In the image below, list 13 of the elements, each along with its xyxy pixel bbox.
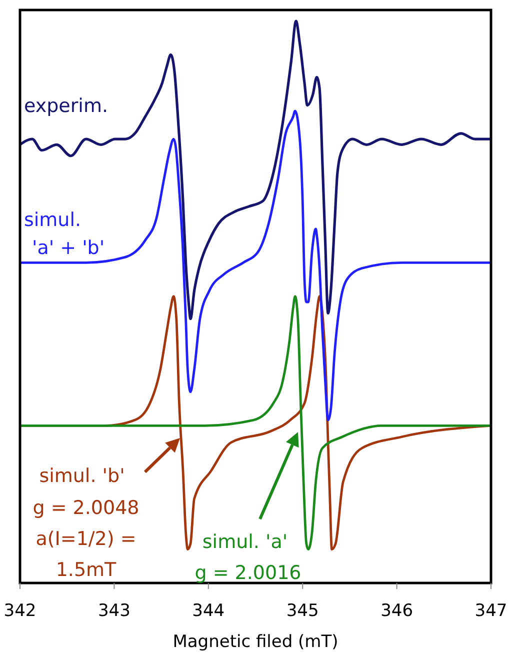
- x-tick-label: 342: [4, 601, 36, 621]
- x-tick-label: 345: [286, 601, 319, 621]
- x-tick-label: 346: [380, 601, 414, 621]
- annotation: g = 2.0048 a(I=1/2) = 1.5mT: [32, 497, 140, 581]
- series-label: simul. 'a' + 'b': [24, 209, 105, 259]
- x-tick-label: 347: [474, 601, 508, 621]
- annotation: g = 2.0016: [194, 562, 302, 584]
- series-label: experim.: [24, 95, 108, 117]
- x-tick-label: 344: [192, 601, 225, 621]
- x-axis-title: Magnetic filed (mT): [172, 632, 338, 652]
- series-label: simul. 'a': [202, 531, 288, 553]
- text: simul. 'b': [39, 465, 125, 487]
- x-tick-label: 343: [98, 601, 130, 621]
